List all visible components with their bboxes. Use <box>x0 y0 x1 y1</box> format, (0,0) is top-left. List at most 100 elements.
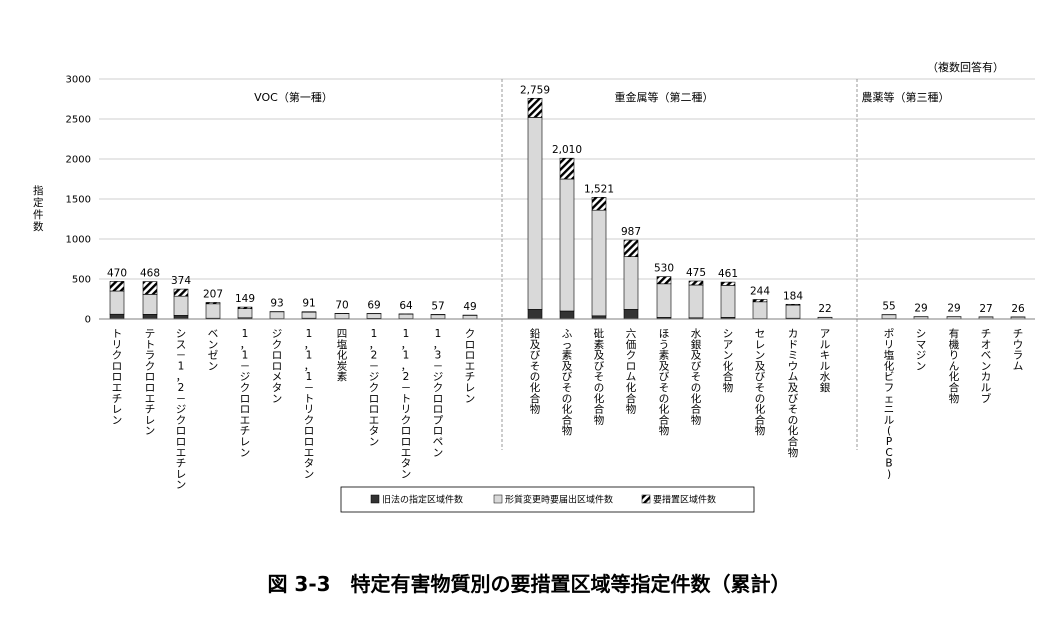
total-label: 69 <box>367 299 380 311</box>
total-label: 470 <box>107 267 127 279</box>
legend-label-old-law: 旧法の指定区域件数 <box>382 494 463 506</box>
legend-box <box>340 486 755 513</box>
group-labels: VOC（第一種） 重金属等（第二種） 農薬等（第三種） <box>254 90 949 104</box>
x-axis-label: アルキル水銀 <box>820 328 831 394</box>
bar-segment-measures <box>205 302 221 305</box>
x-axis-label: ジクロロメタン <box>272 328 283 405</box>
x-axis-label: ほう素及びその化合物 <box>659 328 670 437</box>
group-label: 農薬等（第三種） <box>862 90 950 104</box>
y-tick-label: 2500 <box>66 115 91 126</box>
total-label: 91 <box>302 298 315 310</box>
bar-segment-measures <box>623 239 639 257</box>
total-label: 530 <box>654 263 674 275</box>
bar-segment-change-notice <box>142 294 158 315</box>
total-label: 374 <box>171 275 191 287</box>
bar-segment-change-notice <box>398 313 414 319</box>
bar-segment-change-notice <box>173 295 189 316</box>
x-axis-label: 1， 1， 2 －トリクロロエタン <box>401 328 412 480</box>
total-label: 29 <box>947 303 960 315</box>
bar-segment-change-notice <box>366 313 382 319</box>
x-axis-label: ふっ素及びその化合物 <box>562 328 573 437</box>
group-label: 重金属等（第二種） <box>615 90 714 104</box>
bar-segment-change-notice <box>785 304 801 319</box>
total-label: 475 <box>686 267 706 279</box>
x-axis-label: 水銀及びその化合物 <box>691 328 702 426</box>
y-tick-label: 500 <box>72 275 91 286</box>
bar-segment-old-law <box>559 310 575 320</box>
x-axis-label: セレン及びその化合物 <box>755 328 766 437</box>
bar-segment-old-law <box>173 315 189 320</box>
total-label: 22 <box>818 303 831 315</box>
bar-segment-change-notice <box>109 290 125 315</box>
bar-segment-change-notice <box>881 314 897 319</box>
legend-swatch-old-law <box>370 494 380 504</box>
bar-segment-change-notice <box>269 311 285 319</box>
bar-segment-old-law <box>623 309 639 320</box>
x-axis-label: 砒素及びその化合物 <box>594 327 605 426</box>
bar-segment-measures <box>752 299 768 303</box>
x-axis-label: トリクロロエチレン <box>112 328 123 426</box>
x-axis-label: 四塩化炭素 <box>337 328 348 383</box>
bar-segment-measures <box>527 97 543 118</box>
figure-caption: 図 3-3 特定有害物質別の要措置区域等指定件数（累計） <box>267 572 790 596</box>
bar-segment-measures <box>785 303 801 306</box>
total-label: 57 <box>431 300 444 312</box>
bar-segment-change-notice <box>559 178 575 312</box>
group-label: VOC（第一種） <box>254 90 333 104</box>
x-axis-label: ベンゼン <box>208 328 219 372</box>
x-axis-label: シス－ 1， 2 －ジクロロエチレン <box>176 328 187 491</box>
bar-segment-old-law <box>109 313 125 320</box>
total-label: 987 <box>621 226 641 238</box>
bar-segment-change-notice <box>334 313 350 319</box>
y-tick-label: 0 <box>85 315 91 326</box>
bar-segment-measures <box>237 306 253 309</box>
bar-segment-change-notice <box>462 315 478 320</box>
legend-swatch-measures <box>641 494 651 504</box>
total-label: 468 <box>140 268 160 280</box>
y-tick-label: 1000 <box>66 235 91 246</box>
total-labels: 470 468 374 207 149 93 91 70 69 64 57 49 2,759 2,010 1… <box>107 84 1025 315</box>
bar-segment-change-notice <box>237 308 253 319</box>
x-axis-label: カドミウム及びその化合物 <box>788 328 799 459</box>
x-axis-label: チオベンカルブ <box>981 328 992 405</box>
bar-segment-measures <box>109 281 125 292</box>
total-label: 55 <box>882 301 895 313</box>
total-label: 2,759 <box>520 84 550 96</box>
y-axis-ticks: 0 500 1000 1500 2000 2500 3000 <box>66 75 91 326</box>
bar-segment-measures <box>559 157 575 180</box>
x-axis-labels: トリクロロエチレン テトラクロロエチレン シス－ 1， 2 －ジクロロエチレン ベンゼン 1，… <box>112 327 1024 491</box>
total-label: 64 <box>399 300 413 312</box>
total-label: 244 <box>750 285 770 297</box>
bar-segment-change-notice <box>688 284 704 319</box>
bar-segment-measures <box>173 288 189 297</box>
total-label: 2,010 <box>552 144 582 156</box>
x-axis-label: 有機りん化合物 <box>949 327 960 405</box>
bar-segment-change-notice <box>205 303 221 319</box>
total-label: 184 <box>783 290 803 302</box>
x-axis-label: 1， 2 －ジクロロエタン <box>369 328 380 448</box>
y-axis-label: 指定件数 <box>33 184 44 233</box>
legend-swatch-change-notice <box>493 494 503 504</box>
bars <box>109 97 1026 320</box>
x-axis-label: ポリ塩化ビフェニル(P C B) <box>884 328 895 480</box>
total-label: 70 <box>335 299 348 311</box>
total-label: 1,521 <box>584 183 614 195</box>
total-label: 93 <box>270 298 283 310</box>
bar-segment-measures <box>591 197 607 211</box>
group-dividers <box>501 79 858 450</box>
bar-segment-change-notice <box>752 301 768 319</box>
bar-segment-measures <box>142 281 158 295</box>
total-label: 26 <box>1011 303 1025 315</box>
x-axis-label: 1， 3 －ジクロロプロペン <box>433 328 444 459</box>
bar-segment-change-notice <box>720 285 736 318</box>
x-axis-label: テトラクロロエチレン <box>145 328 156 437</box>
y-tick-label: 3000 <box>66 75 91 86</box>
multiple-answers-note: （複数回答有） <box>927 60 1004 74</box>
bar-segment-measures <box>656 276 672 285</box>
total-label: 29 <box>914 303 927 315</box>
x-axis-label: シマジン <box>916 328 927 372</box>
y-tick-label: 2000 <box>66 155 91 166</box>
x-axis-label: クロロエチレン <box>465 328 476 405</box>
bar-segment-change-notice <box>656 283 672 318</box>
bar-segment-measures <box>688 280 704 286</box>
